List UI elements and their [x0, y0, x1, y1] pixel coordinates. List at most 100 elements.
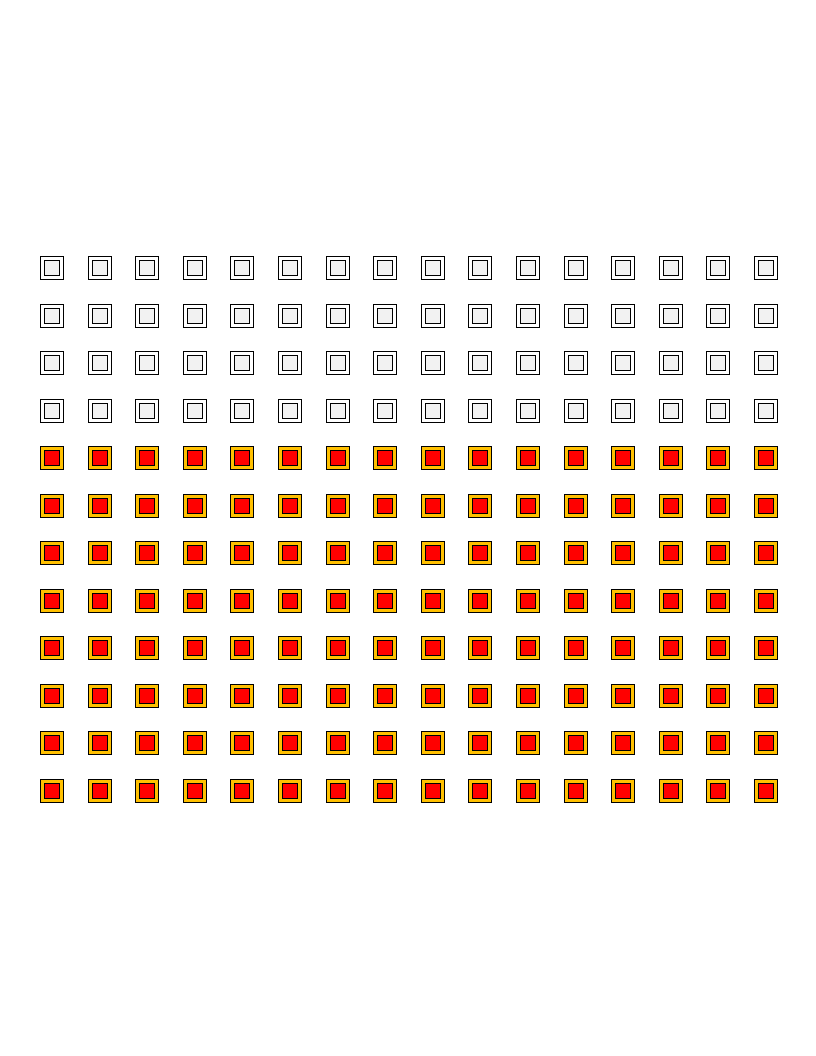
- filled-square: [135, 589, 159, 613]
- filled-square-core: [377, 640, 393, 656]
- filled-square-core: [377, 688, 393, 704]
- filled-square-core: [568, 688, 584, 704]
- empty-square-core: [282, 308, 298, 324]
- filled-square-core: [425, 450, 441, 466]
- filled-square: [40, 589, 64, 613]
- empty-square-core: [234, 308, 250, 324]
- filled-square: [468, 446, 492, 470]
- empty-square-core: [425, 403, 441, 419]
- filled-square: [421, 731, 445, 755]
- filled-square: [468, 541, 492, 565]
- filled-square: [659, 589, 683, 613]
- filled-square-core: [663, 593, 679, 609]
- empty-square-core: [710, 308, 726, 324]
- empty-square: [421, 256, 445, 280]
- filled-square: [135, 731, 159, 755]
- empty-square-core: [710, 260, 726, 276]
- filled-square: [230, 494, 254, 518]
- empty-square: [611, 351, 635, 375]
- filled-square-core: [520, 545, 536, 561]
- empty-square: [564, 304, 588, 328]
- filled-square-core: [520, 783, 536, 799]
- filled-square: [88, 779, 112, 803]
- filled-square-core: [472, 593, 488, 609]
- empty-square: [468, 256, 492, 280]
- filled-square: [326, 779, 350, 803]
- empty-square-core: [234, 403, 250, 419]
- filled-square-core: [92, 688, 108, 704]
- filled-square-core: [663, 640, 679, 656]
- empty-square-core: [377, 403, 393, 419]
- filled-square-core: [472, 498, 488, 514]
- filled-square: [516, 779, 540, 803]
- filled-square: [278, 684, 302, 708]
- empty-square-core: [330, 403, 346, 419]
- empty-square: [659, 304, 683, 328]
- filled-square-core: [139, 735, 155, 751]
- filled-square: [88, 446, 112, 470]
- empty-square: [373, 399, 397, 423]
- filled-square: [611, 684, 635, 708]
- filled-square: [611, 541, 635, 565]
- empty-square-core: [758, 403, 774, 419]
- filled-square: [183, 541, 207, 565]
- filled-square-core: [92, 450, 108, 466]
- filled-square: [564, 684, 588, 708]
- filled-square-core: [663, 545, 679, 561]
- filled-square: [516, 589, 540, 613]
- filled-square: [135, 494, 159, 518]
- filled-square-core: [234, 450, 250, 466]
- filled-square-core: [568, 593, 584, 609]
- empty-square-core: [234, 355, 250, 371]
- filled-square: [135, 779, 159, 803]
- filled-square-core: [187, 735, 203, 751]
- filled-square: [754, 684, 778, 708]
- filled-square-core: [330, 640, 346, 656]
- filled-square: [230, 636, 254, 660]
- filled-square-core: [139, 498, 155, 514]
- empty-square: [706, 256, 730, 280]
- empty-square-core: [282, 260, 298, 276]
- filled-square-core: [44, 450, 60, 466]
- filled-square-core: [425, 545, 441, 561]
- filled-square: [516, 731, 540, 755]
- empty-square-core: [710, 355, 726, 371]
- filled-square-core: [330, 783, 346, 799]
- empty-square-core: [472, 260, 488, 276]
- filled-square-core: [234, 593, 250, 609]
- filled-square: [754, 446, 778, 470]
- filled-square: [421, 541, 445, 565]
- filled-square-core: [139, 688, 155, 704]
- empty-square: [611, 256, 635, 280]
- empty-square-core: [92, 403, 108, 419]
- filled-square: [468, 684, 492, 708]
- empty-square-core: [282, 355, 298, 371]
- empty-square: [278, 351, 302, 375]
- filled-square-core: [234, 735, 250, 751]
- filled-square: [326, 684, 350, 708]
- filled-square: [421, 589, 445, 613]
- filled-square-core: [234, 640, 250, 656]
- empty-square: [373, 256, 397, 280]
- filled-square: [421, 446, 445, 470]
- filled-square: [40, 541, 64, 565]
- filled-square-core: [282, 593, 298, 609]
- filled-square: [706, 779, 730, 803]
- filled-square-core: [710, 640, 726, 656]
- filled-square: [468, 779, 492, 803]
- filled-square-core: [139, 640, 155, 656]
- empty-square-core: [472, 355, 488, 371]
- empty-square-core: [615, 403, 631, 419]
- filled-square-core: [92, 498, 108, 514]
- empty-square-core: [377, 308, 393, 324]
- empty-square: [135, 304, 159, 328]
- filled-square-core: [663, 783, 679, 799]
- filled-square: [40, 636, 64, 660]
- filled-square: [230, 731, 254, 755]
- filled-square-core: [282, 498, 298, 514]
- empty-square-core: [187, 308, 203, 324]
- filled-square: [611, 779, 635, 803]
- empty-square: [611, 304, 635, 328]
- empty-square-core: [330, 260, 346, 276]
- filled-square-core: [758, 450, 774, 466]
